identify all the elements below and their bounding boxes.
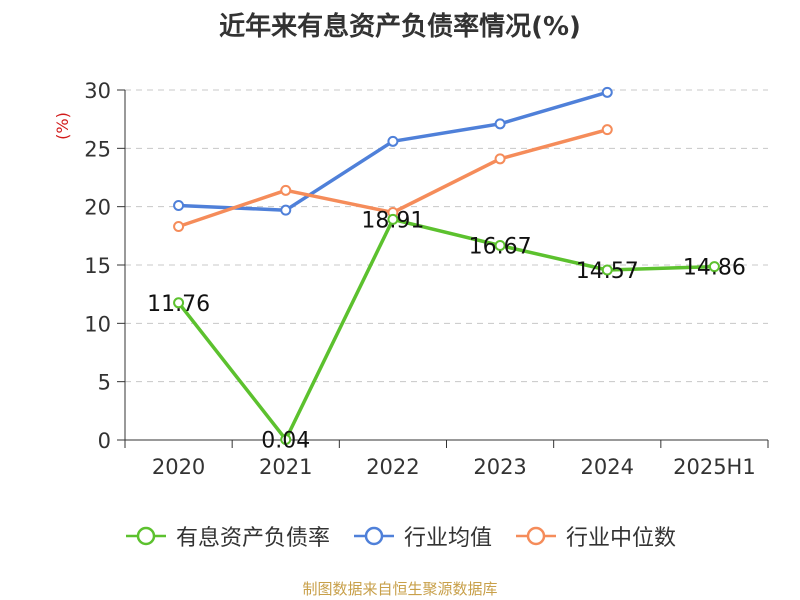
grid-lines [125,89,768,383]
legend-item[interactable]: 行业中位数 [514,520,676,552]
data-point [601,86,613,98]
x-tick-label: 2021 [259,455,312,479]
data-label: 18.91 [361,208,424,233]
data-point [601,264,613,276]
data-point [280,184,292,196]
y-tick-label: 15 [84,254,111,278]
data-label: 14.86 [683,256,746,281]
legend-item[interactable]: 行业均值 [352,520,492,552]
series-line-0 [177,217,715,442]
x-tick-label: 2020 [152,455,205,479]
x-tick-label: 2025H1 [673,455,756,479]
data-point [173,200,185,211]
y-tick-label: 20 [84,196,111,220]
data-point [280,434,292,446]
legend-swatch [125,526,166,546]
y-tick-label: 0 [98,429,111,453]
axes: 0 5 10 15 20 25 30 2020 2021 2022 2023 2024 2025H1 [84,79,769,479]
data-label: 16.67 [469,235,532,260]
source-note: 制图数据来自恒生聚源数据库 [302,580,498,598]
legend-label: 行业均值 [403,526,492,551]
data-point [173,221,185,232]
data-point [494,118,506,130]
series-line-1 [178,90,608,212]
legend: 有息资产负债率 行业均值 行业中位数 [0,520,800,552]
legend-swatch [353,526,394,546]
x-tick-label: 2024 [581,455,634,479]
data-point [494,153,506,165]
series-lines [173,86,720,446]
data-point [280,204,292,216]
data-point [173,297,185,309]
chart-title: 近年来有息资产负债率情况(%) [219,12,581,42]
data-labels: 11.76 0.04 18.91 16.67 14.57 14.86 [147,208,746,453]
legend-label: 有息资产负债率 [175,526,330,551]
legend-label: 行业中位数 [566,526,677,551]
data-point [708,261,720,273]
y-tick-label: 10 [84,312,111,336]
data-label: 0.04 [261,429,310,454]
data-label: 14.57 [576,259,639,284]
data-point [494,240,506,252]
x-tick-label: 2022 [366,455,419,479]
data-point [387,213,399,225]
data-label: 11.76 [147,292,210,317]
legend-swatch [516,526,556,546]
y-tick-label: 5 [98,371,111,395]
data-point [601,124,613,136]
x-tick-label: 2023 [473,455,526,479]
legend-item[interactable]: 有息资产负债率 [124,520,330,552]
y-axis-label: (%) [53,112,72,140]
y-tick-label: 30 [84,79,111,103]
data-point [387,135,399,147]
y-tick-label: 25 [84,137,111,161]
